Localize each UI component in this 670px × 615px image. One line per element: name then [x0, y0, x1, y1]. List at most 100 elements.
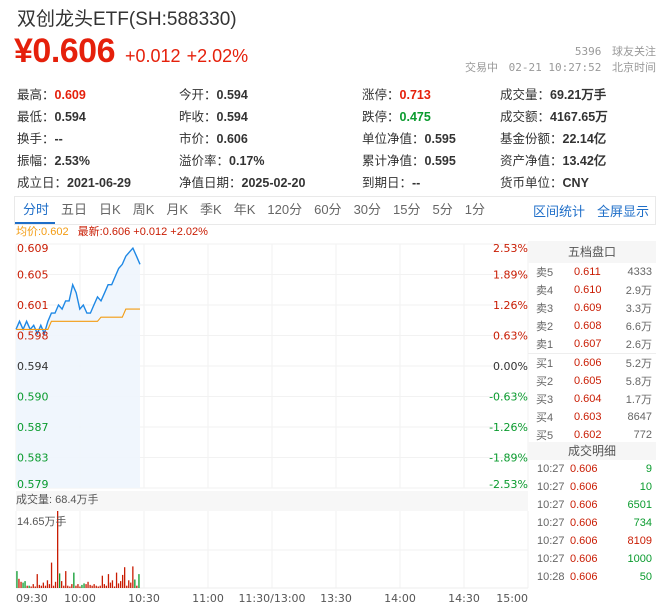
- ask-volume: 4333: [627, 266, 652, 278]
- volume-bar: [105, 585, 107, 588]
- trade-volume: 50: [639, 571, 652, 583]
- bid-price: 0.604: [574, 393, 602, 405]
- ask-volume: 3.3万: [625, 303, 652, 315]
- trade-row: 10:28 0.606 50: [528, 568, 656, 586]
- x-axis-time-label: 15:00: [496, 592, 528, 605]
- bid-level: 买2: [536, 376, 554, 388]
- trade-row: 10:27 0.606 734: [528, 514, 656, 532]
- stat-label: 货币单位：: [500, 176, 563, 190]
- volume-bar: [122, 574, 124, 588]
- tab-8[interactable]: 60分: [314, 202, 342, 217]
- stat-item: 成交量：69.21万手: [500, 84, 606, 103]
- price-change-percent: +2.02%: [186, 46, 249, 66]
- trade-time: 10:27: [537, 481, 565, 493]
- ask-price: 0.607: [574, 338, 602, 350]
- stat-item: 资产净值：13.42亿: [500, 150, 606, 169]
- trade-time: 10:27: [537, 499, 565, 511]
- volume-bar: [120, 581, 122, 588]
- stat-label: 今开：: [179, 88, 217, 102]
- x-axis-time-label: 14:00: [384, 592, 416, 605]
- stat-item: 单位净值：0.595: [362, 128, 456, 147]
- stat-item: 基金份额：22.14亿: [500, 128, 606, 147]
- y-axis-price-label: 0.583: [17, 452, 49, 465]
- trade-price: 0.606: [570, 535, 598, 547]
- stat-item: 累计净值：0.595: [362, 150, 456, 169]
- ask-row: 卖3 0.609 3.3万: [528, 299, 656, 317]
- y-axis-price-label: 0.609: [17, 242, 49, 255]
- stat-item: 到期日：--: [362, 172, 420, 191]
- ask-price: 0.610: [574, 284, 602, 296]
- ask-level: 卖2: [536, 321, 554, 333]
- volume-bar: [63, 585, 65, 588]
- tab-10[interactable]: 15分: [393, 202, 421, 217]
- bid-price: 0.605: [574, 375, 602, 387]
- ask-row: 卖1 0.607 2.6万: [528, 335, 656, 353]
- tab-12[interactable]: 1分: [464, 202, 485, 217]
- trade-price: 0.606: [570, 481, 598, 493]
- tab-0[interactable]: 分时: [15, 197, 56, 224]
- trade-price: 0.606: [570, 517, 598, 529]
- ask-row: 卖2 0.608 6.6万: [528, 317, 656, 335]
- volume-bar: [89, 584, 91, 588]
- volume-bar: [69, 586, 71, 588]
- tab-9[interactable]: 30分: [353, 202, 382, 217]
- y-axis-price-label: 0.594: [17, 360, 49, 373]
- volume-bar: [30, 586, 32, 588]
- y-axis-price-label: 0.587: [17, 421, 49, 434]
- stat-value: 0.609: [54, 88, 86, 102]
- tab-3[interactable]: 周K: [132, 202, 155, 217]
- tab-1[interactable]: 五日: [61, 202, 88, 217]
- tab-4[interactable]: 月K: [166, 202, 189, 217]
- bid-level: 买3: [536, 394, 554, 406]
- volume-bar: [46, 580, 49, 588]
- stat-value: 0.594: [216, 110, 248, 124]
- volume-bar: [59, 573, 61, 588]
- tab-6[interactable]: 年K: [233, 202, 256, 217]
- stat-label: 最低：: [17, 110, 55, 124]
- stat-value: 4167.65万: [550, 110, 608, 124]
- volume-bar: [28, 585, 30, 588]
- volume-bar: [103, 584, 105, 588]
- range-stats-link[interactable]: 区间统计: [532, 204, 585, 219]
- x-axis-time-label: 14:30: [448, 592, 480, 605]
- tab-5[interactable]: 季K: [200, 202, 222, 217]
- stat-item: 成交额：4167.65万: [500, 106, 608, 125]
- stat-label: 单位净值：: [362, 132, 425, 146]
- volume-bar: [42, 582, 44, 588]
- stat-item: 成立日：2021-06-29: [17, 172, 131, 191]
- status-datetime: 02-21 10:27:52: [508, 61, 602, 74]
- volume-bar: [101, 575, 103, 588]
- ask-row: 卖5 0.611 4333: [528, 263, 656, 281]
- volume-bar: [132, 566, 134, 588]
- stat-value: CNY: [562, 176, 589, 190]
- volume-bar: [136, 585, 138, 588]
- stat-value: 0.713: [399, 88, 431, 102]
- volume-bar: [36, 574, 38, 588]
- followers-label[interactable]: 球友关注: [612, 45, 656, 58]
- chart-legend: 均价:0.602 最新:0.606 +0.012 +2.02%: [16, 223, 208, 239]
- ask-price: 0.608: [574, 320, 602, 332]
- fullscreen-link[interactable]: 全屏显示: [596, 204, 649, 219]
- stat-item: 货币单位：CNY: [500, 172, 589, 191]
- trade-row: 10:27 0.606 9: [528, 460, 656, 478]
- volume-bar: [85, 584, 87, 588]
- tab-11[interactable]: 5分: [432, 202, 453, 217]
- tab-7[interactable]: 120分: [267, 202, 303, 217]
- tab-2[interactable]: 日K: [99, 202, 121, 217]
- volume-bar: [22, 582, 24, 588]
- volume-bar: [48, 584, 51, 588]
- security-title: 双创龙头ETF(SH:588330): [17, 9, 237, 30]
- tab-actions: 区间统计 全屏显示: [527, 201, 655, 220]
- status-text: 交易中: [465, 61, 499, 74]
- stat-value: --: [54, 132, 63, 146]
- stat-item: 振幅：2.53%: [17, 150, 90, 169]
- stat-label: 昨收：: [179, 110, 217, 124]
- volume-bar: [50, 562, 53, 588]
- bid-row: 买3 0.604 1.7万: [528, 390, 656, 408]
- stat-label: 成交额：: [500, 110, 551, 124]
- volume-bar: [91, 585, 93, 588]
- volume-bar: [73, 572, 75, 588]
- stat-label: 振幅：: [17, 154, 55, 168]
- y-axis-price-label: 0.579: [17, 478, 49, 491]
